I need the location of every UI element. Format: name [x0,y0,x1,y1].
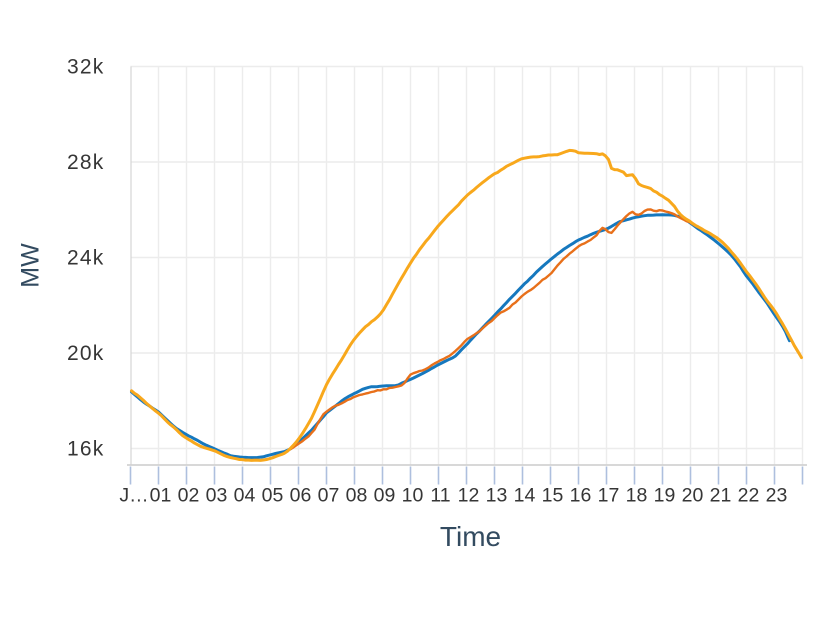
svg-text:09: 09 [374,485,396,507]
svg-text:01: 01 [150,485,172,507]
svg-text:14: 14 [514,485,536,507]
svg-text:03: 03 [206,485,228,507]
svg-text:20: 20 [682,485,704,507]
svg-text:10: 10 [402,485,424,507]
svg-text:32k: 32k [67,56,104,79]
svg-text:15: 15 [542,485,564,507]
svg-text:06: 06 [290,485,312,507]
svg-text:05: 05 [262,485,284,507]
svg-text:07: 07 [318,485,340,507]
svg-text:Time: Time [440,521,501,552]
svg-text:19: 19 [654,485,676,507]
svg-text:18: 18 [626,485,648,507]
svg-text:17: 17 [598,485,620,507]
svg-text:J…: J… [119,485,148,507]
svg-text:28k: 28k [67,151,104,174]
svg-text:22: 22 [738,485,760,507]
svg-text:12: 12 [458,485,480,507]
svg-text:24k: 24k [67,247,104,270]
svg-text:23: 23 [766,485,788,507]
svg-text:20k: 20k [67,342,104,365]
svg-text:MW: MW [17,243,45,288]
svg-text:11: 11 [430,485,450,507]
svg-text:04: 04 [234,485,256,507]
svg-text:16: 16 [570,485,592,507]
svg-text:16k: 16k [67,438,104,461]
svg-text:08: 08 [346,485,368,507]
svg-text:13: 13 [486,485,508,507]
svg-text:02: 02 [178,485,200,507]
svg-text:21: 21 [710,485,732,507]
